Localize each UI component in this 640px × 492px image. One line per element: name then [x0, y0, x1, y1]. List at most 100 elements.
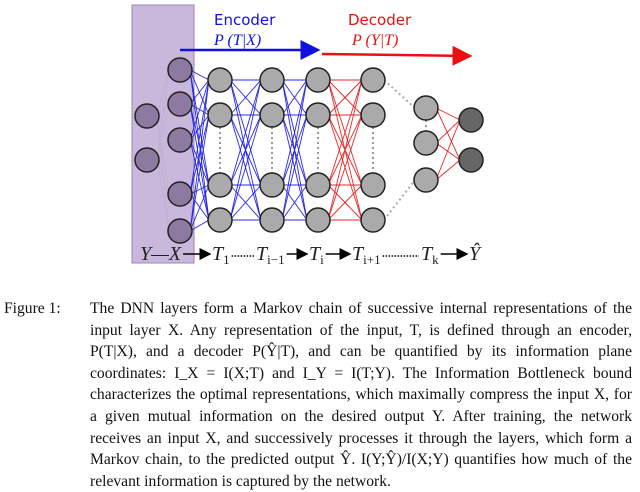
edge	[189, 103, 210, 186]
edge	[435, 119, 461, 144]
neuron	[458, 107, 484, 133]
neuron	[134, 103, 160, 129]
decoder-title: Decoder	[348, 11, 412, 29]
label-base: T	[421, 243, 434, 265]
edge	[435, 159, 461, 181]
label-sub: 1	[223, 252, 230, 267]
neuron	[360, 67, 386, 93]
neuron	[305, 207, 331, 233]
label-base: T	[352, 243, 365, 265]
page: {"figure": { "encoder": {"title": "Encod…	[4, 4, 632, 490]
label-base: Ŷ	[469, 242, 482, 265]
edge	[435, 119, 461, 181]
edge	[189, 79, 210, 141]
neuron	[360, 172, 386, 198]
decoder-formula: P (Y|T)	[351, 32, 398, 49]
layer-label: Ti	[309, 243, 324, 267]
neuron	[259, 172, 285, 198]
edge	[327, 114, 363, 221]
label-sub: i	[320, 252, 324, 267]
layer-label: Y—X	[140, 243, 182, 265]
edge	[189, 184, 210, 232]
neuron	[167, 181, 193, 207]
edge	[281, 79, 308, 116]
edge	[281, 114, 308, 221]
edge	[189, 69, 210, 81]
edge	[189, 139, 210, 186]
edge	[156, 159, 170, 232]
neuron	[305, 102, 331, 128]
edge	[327, 79, 363, 221]
neuron	[167, 91, 193, 117]
neuron	[413, 130, 439, 156]
neuron	[413, 95, 439, 121]
edge	[189, 114, 210, 232]
edge	[156, 159, 170, 195]
caption-label: Figure 1:	[4, 300, 61, 317]
neuron	[207, 207, 233, 233]
edge	[229, 184, 262, 221]
label-base: T	[212, 243, 225, 265]
neuron	[259, 102, 285, 128]
edge	[435, 142, 461, 161]
label-base: T	[256, 243, 269, 265]
edge	[435, 107, 461, 161]
edge	[189, 139, 210, 221]
neuron	[305, 172, 331, 198]
diagram: Encoder P (T|X) Decoder P (Y|T) Y—X T1 Ti−…	[131, 4, 484, 267]
edge	[189, 219, 210, 232]
edges	[156, 69, 461, 232]
neuron	[413, 167, 439, 193]
neuron	[259, 67, 285, 93]
neuron	[167, 127, 193, 153]
neuron	[167, 57, 193, 83]
layer-label: Ti−1	[256, 243, 285, 267]
neuron	[360, 207, 386, 233]
edge	[435, 107, 461, 121]
edge	[229, 79, 262, 221]
label-base: Y—X	[140, 243, 182, 265]
edge	[281, 184, 308, 221]
layer-label: T1	[212, 243, 230, 267]
edge	[189, 79, 210, 105]
edge	[327, 184, 363, 221]
edge	[281, 79, 308, 221]
layer-label: Ti+1	[352, 243, 381, 267]
edge	[156, 69, 170, 117]
layer-labels: Y—X T1 Ti−1 Ti Ti+1 Tk Ŷ	[140, 242, 482, 267]
label-sub: k	[432, 252, 439, 267]
edge	[156, 69, 170, 161]
edge	[189, 79, 210, 232]
encoder-formula: P (T|X)	[213, 32, 261, 49]
neuron	[360, 102, 386, 128]
skip-link	[383, 79, 416, 109]
edge	[229, 79, 262, 116]
neuron	[167, 218, 193, 244]
layer-label: Ŷ	[469, 242, 482, 265]
edge	[156, 103, 170, 161]
edge	[189, 79, 210, 195]
caption-text: The DNN layers form a Markov chain of su…	[90, 300, 632, 490]
neuron	[458, 147, 484, 173]
decoder-arrow	[321, 45, 473, 66]
encoder-title: Encoder	[214, 11, 276, 29]
edge	[229, 114, 262, 221]
skip-link	[383, 179, 416, 221]
neuron	[305, 67, 331, 93]
neuron	[259, 207, 285, 233]
label-sub: i−1	[267, 252, 284, 267]
edge	[327, 79, 363, 186]
label-sub: i+1	[363, 252, 380, 267]
edge	[156, 115, 170, 195]
neuron	[207, 172, 233, 198]
neuron	[207, 67, 233, 93]
label-base: T	[309, 243, 322, 265]
layer-label: Tk	[421, 243, 439, 267]
edge	[327, 79, 363, 116]
edge	[189, 184, 210, 195]
neuron	[134, 147, 160, 173]
nodes	[134, 57, 484, 244]
edge	[156, 115, 170, 232]
edge	[189, 114, 210, 141]
edge	[281, 79, 308, 186]
